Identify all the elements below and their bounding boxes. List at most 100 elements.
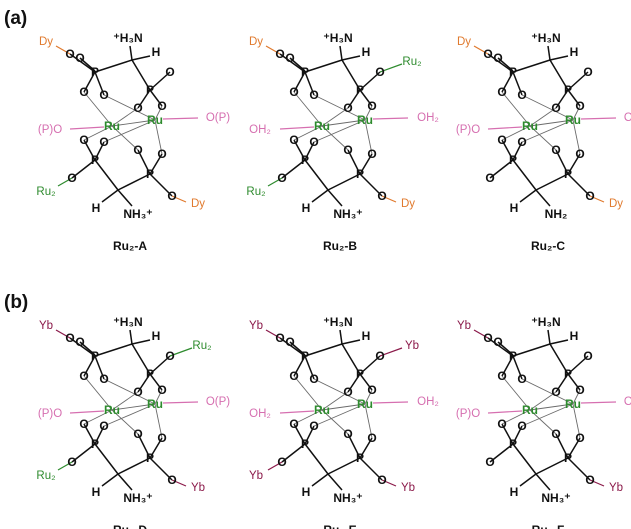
ru-atom-right: Ru bbox=[147, 397, 163, 411]
amine-bottom: NH₃⁺ bbox=[541, 491, 570, 505]
bond-p3-o-b bbox=[512, 141, 523, 161]
o-atom-bl: O bbox=[485, 171, 494, 185]
ru-atom-right: Ru bbox=[565, 113, 581, 127]
bond-c-p3 bbox=[94, 443, 119, 475]
o-atom-double-top: O bbox=[75, 51, 84, 65]
bond-p2-o-b bbox=[567, 89, 581, 107]
bond-p1-o-a bbox=[83, 355, 96, 377]
h-atom-top: H bbox=[152, 329, 161, 343]
o-atom-bridge-6: O bbox=[99, 419, 108, 433]
o-atom-bridge-3: O bbox=[133, 385, 142, 399]
bond-p1-o-b bbox=[94, 355, 105, 380]
bond-p1-o-a bbox=[293, 355, 306, 377]
bond-axial-right bbox=[372, 401, 409, 404]
bond-o-rul-4 bbox=[111, 125, 139, 151]
bond-axial-left bbox=[279, 410, 315, 414]
bond-c-p2 bbox=[131, 343, 151, 375]
bond-o-rur-3 bbox=[103, 403, 156, 427]
caption-c: Ru₂-C bbox=[531, 239, 565, 253]
bond-o-rur-2 bbox=[154, 105, 163, 121]
o-atom-bridge-4: O bbox=[157, 383, 166, 397]
bond-c-n-bot bbox=[117, 189, 133, 207]
ligand-tl: Dy bbox=[249, 36, 263, 48]
bond-p4-o-br bbox=[567, 173, 591, 197]
o-atom-bridge-1: O bbox=[289, 85, 298, 99]
p-atom-4: P bbox=[564, 167, 572, 181]
ru-atom-right: Ru bbox=[565, 397, 581, 411]
bond-p1-o-a bbox=[293, 71, 306, 93]
o-atom-bridge-4: O bbox=[157, 99, 166, 113]
axial-ligand-right: OH₂ bbox=[417, 112, 439, 124]
p-atom-3: P bbox=[301, 437, 309, 451]
bond-c-p3 bbox=[512, 443, 537, 475]
bond-p3-o-bl bbox=[489, 443, 514, 463]
bond-c-h-bot bbox=[311, 189, 329, 203]
bond-periph-bl bbox=[57, 177, 73, 187]
bond-p1-o-a bbox=[83, 71, 96, 93]
bond-p1-o-b bbox=[94, 71, 105, 96]
h-atom-top: H bbox=[570, 45, 579, 59]
p-atom-1: P bbox=[301, 349, 309, 363]
bond-p4-o-br bbox=[359, 173, 383, 197]
bond-c-p3 bbox=[94, 159, 119, 191]
bond-periph-tr bbox=[169, 347, 193, 357]
o-atom-bridge-5: O bbox=[79, 133, 88, 147]
bond-p1-o-tl bbox=[487, 53, 514, 73]
ligand-bl: Yb bbox=[249, 470, 263, 482]
bond-p4-o-b bbox=[149, 437, 163, 459]
bond-p3-o-b bbox=[94, 141, 105, 161]
bond-o-rul-1 bbox=[293, 375, 323, 411]
bond-p2-o-tr bbox=[359, 71, 381, 91]
bond-o-rul-3 bbox=[83, 125, 113, 141]
p-atom-3: P bbox=[91, 437, 99, 451]
bond-p1-o-a bbox=[501, 71, 514, 93]
o-atom-bridge-8: O bbox=[157, 431, 166, 445]
bond-periph-bl bbox=[267, 177, 283, 187]
o-atom-bridge-5: O bbox=[289, 133, 298, 147]
p-atom-4: P bbox=[356, 167, 364, 181]
h-atom-top: H bbox=[152, 45, 161, 59]
bond-c-p4 bbox=[117, 457, 151, 475]
p-atom-2: P bbox=[356, 83, 364, 97]
bond-p1-o-b bbox=[304, 355, 315, 380]
bond-c-p2 bbox=[131, 59, 151, 91]
bond-p1-double bbox=[289, 341, 306, 356]
bond-p4-o-b bbox=[359, 153, 373, 175]
bond-c-p2 bbox=[341, 343, 361, 375]
bond-o-rur-1 bbox=[521, 94, 574, 121]
o-atom-bridge-8: O bbox=[575, 431, 584, 445]
o-atom-bridge-6: O bbox=[517, 135, 526, 149]
bond-p3-o-bl bbox=[71, 159, 96, 179]
h-atom-bottom: H bbox=[510, 485, 519, 499]
ligand-br: Dy bbox=[191, 198, 205, 210]
p-atom-2: P bbox=[564, 83, 572, 97]
p-atom-4: P bbox=[146, 451, 154, 465]
o-atom-double-top: O bbox=[493, 335, 502, 349]
bond-c-p1 bbox=[512, 59, 551, 73]
o-atom-bridge-7: O bbox=[551, 427, 560, 441]
bond-o-rul-4 bbox=[321, 125, 349, 151]
bond-periph-tl bbox=[265, 329, 281, 339]
o-atom-bridge-2: O bbox=[309, 372, 318, 386]
bond-ru-ru bbox=[529, 403, 574, 411]
bond-o-rul-2 bbox=[111, 391, 139, 411]
bond-p1-o-tl bbox=[279, 337, 306, 357]
bond-ru-ru bbox=[111, 119, 156, 127]
bond-periph-tr bbox=[379, 63, 403, 73]
bond-p1-double bbox=[497, 57, 514, 72]
bond-c-h-top bbox=[131, 55, 151, 61]
o-atom-bridge-6: O bbox=[309, 135, 318, 149]
bond-c-p4 bbox=[327, 173, 361, 191]
ru-atom-left: Ru bbox=[314, 403, 330, 417]
p-atom-1: P bbox=[91, 349, 99, 363]
o-atom-bridge-2: O bbox=[517, 88, 526, 102]
o-atom-bridge-7: O bbox=[551, 143, 560, 157]
axial-ligand-left: (P)O bbox=[456, 408, 480, 420]
bond-periph-br bbox=[171, 479, 187, 487]
bond-c-h-top bbox=[549, 339, 569, 345]
bond-p2-o-a bbox=[555, 373, 569, 393]
bond-o-rul-2 bbox=[111, 107, 139, 127]
o-atom-bridge-3: O bbox=[551, 385, 560, 399]
o-atom-tl: O bbox=[65, 331, 74, 345]
bond-o-rur-2 bbox=[364, 389, 373, 405]
